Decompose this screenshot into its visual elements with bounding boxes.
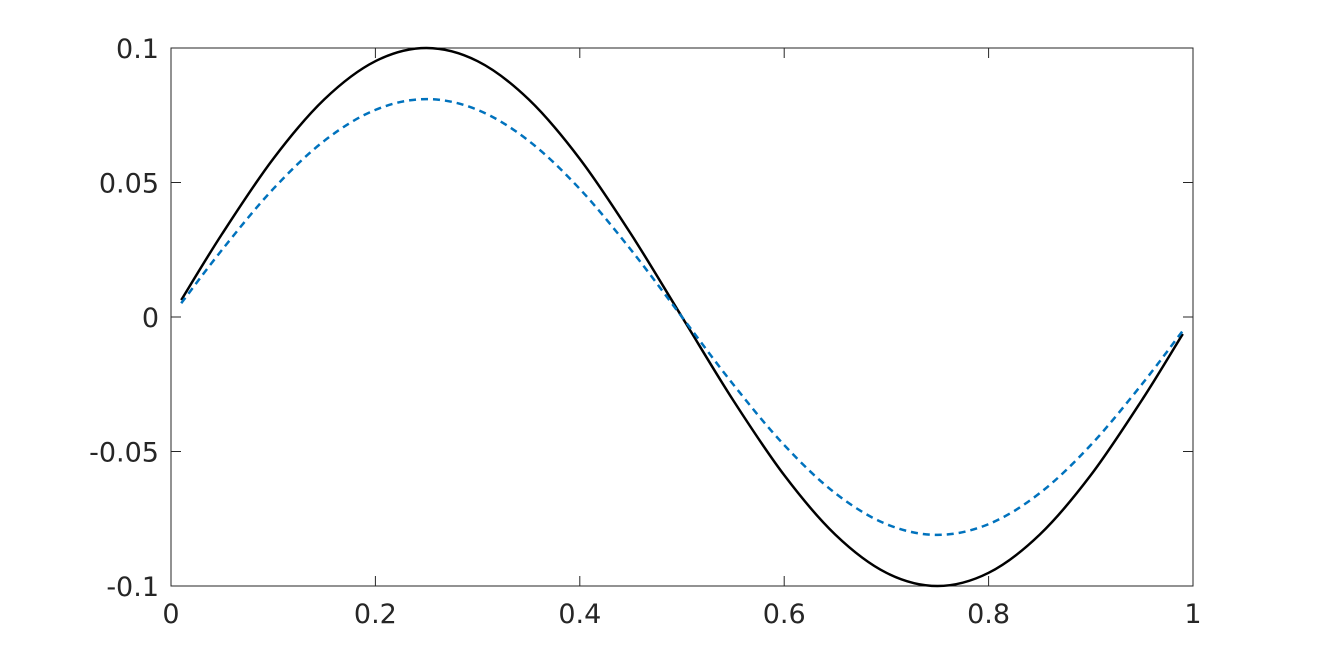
- x-tick-label: 0.8: [967, 599, 1010, 630]
- y-tick-label: -0.1: [106, 572, 159, 603]
- x-tick-label: 0.6: [763, 599, 806, 630]
- y-tick-label: 0.1: [116, 34, 159, 65]
- y-tick-label: -0.05: [89, 438, 159, 469]
- x-tick-label: 0.4: [558, 599, 601, 630]
- x-tick-label: 1: [1184, 599, 1201, 630]
- y-tick-label: 0.05: [99, 169, 159, 200]
- x-tick-label: 0.2: [354, 599, 397, 630]
- dashed-series-line: [180, 97, 1184, 537]
- x-tick-label: 0: [162, 599, 179, 630]
- y-tick-label: 0: [142, 303, 159, 334]
